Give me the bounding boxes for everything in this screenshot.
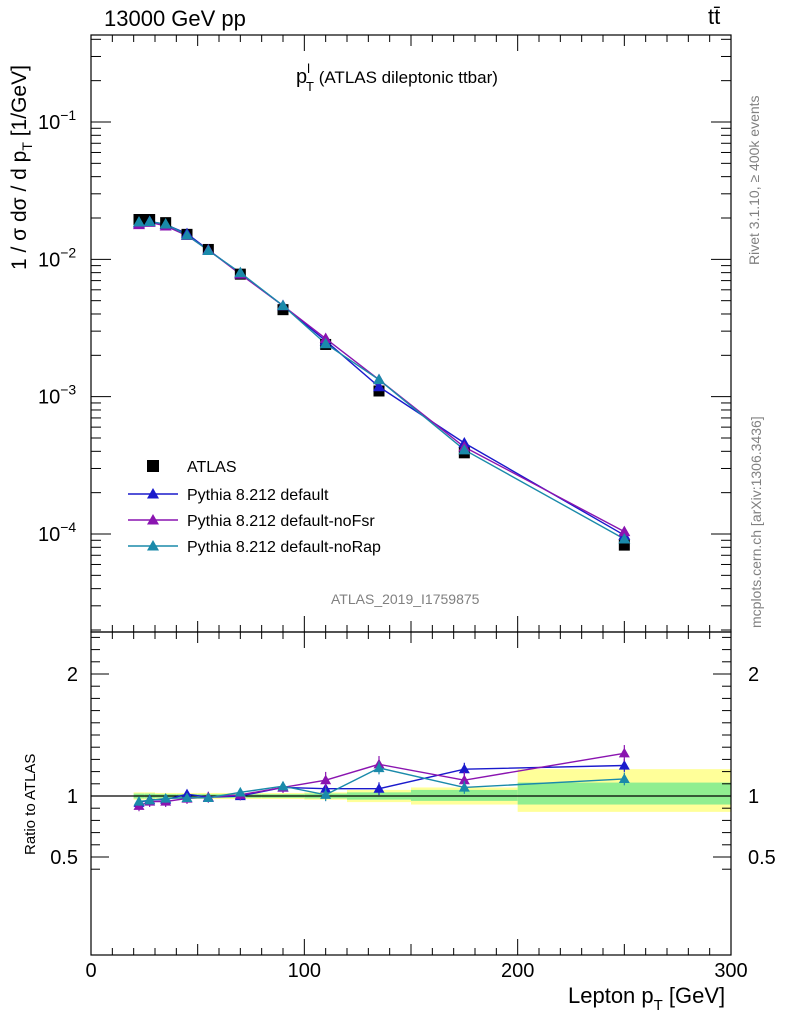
ratio-point-noRap — [133, 795, 145, 806]
ratio-point-noFsr — [320, 774, 332, 785]
ratio-point-default — [618, 760, 630, 770]
mc-point-noRap — [133, 216, 145, 227]
legend-marker-default — [147, 488, 159, 499]
mc-point-default — [373, 380, 385, 392]
ratio-point-noRap — [234, 786, 246, 797]
mc-point-noRap — [143, 215, 156, 227]
mc-point-noRap — [618, 532, 631, 544]
legend-marker-noRap — [147, 540, 159, 551]
legend-label: ATLAS — [187, 459, 237, 476]
mc-point-noRap — [319, 337, 332, 349]
title-main: p — [296, 66, 308, 88]
title-sub: T — [306, 79, 314, 94]
mc-point-noRap — [202, 244, 215, 255]
ratio-y-tick-label-right: 0.5 — [748, 847, 776, 869]
xlabel-unit: [GeV] — [662, 983, 726, 1008]
x-tick-label: 300 — [714, 960, 747, 982]
mc-point-noRap — [277, 299, 289, 311]
plot-title: plT (ATLAS dileptonic ttbar) — [296, 61, 498, 94]
axis-ticks: 10−4 10−3 10−2 10−1 0 100 200 300 0.5 0.5 1 1 2 2 — [38, 35, 776, 982]
title-rest: (ATLAS dileptonic ttbar) — [313, 68, 498, 87]
x-axis-label: Lepton pT [GeV] — [568, 983, 726, 1014]
xlabel-main: Lepton p — [568, 983, 654, 1008]
x-tick-label: 100 — [288, 960, 321, 982]
panel-frames — [90, 34, 732, 956]
ratio-y-tick-label-right: 2 — [748, 664, 759, 686]
mc-point-noRap — [181, 229, 193, 240]
analysis-id: ATLAS_2019_I1759875 — [331, 591, 480, 607]
x-tick-label: 0 — [85, 960, 96, 982]
x-tick-label: 200 — [501, 960, 534, 982]
legend-marker-atlas — [147, 460, 159, 472]
y-tick-label: 10−2 — [38, 244, 76, 271]
energy-label: 13000 GeV pp — [104, 6, 246, 31]
ratio-y-tick-label: 2 — [67, 664, 78, 686]
ratio-band-inner — [411, 789, 518, 801]
main-panel-series — [133, 214, 631, 551]
ratio-point-noFsr — [458, 774, 470, 785]
ratio-point-noRap — [144, 794, 156, 805]
data-point-atlas — [618, 539, 630, 551]
y-tick-label: 10−4 — [38, 519, 76, 546]
ratio-point-noFsr — [618, 747, 630, 758]
ratio-point-default — [458, 763, 470, 774]
legend-label: Pythia 8.212 default-noFsr — [187, 513, 375, 530]
ratio-band-inner — [517, 782, 731, 805]
y-axis-label: 1 / σ dσ / d pT [1/GeV] — [8, 65, 35, 270]
ratio-point-noRap — [458, 781, 470, 792]
mc-point-noRap — [458, 443, 471, 455]
mcplots-label: mcplots.cern.ch [arXiv:1306.3436] — [748, 416, 764, 628]
xlabel-sub: T — [653, 997, 663, 1014]
mc-line-noFsr — [138, 221, 625, 533]
title-sup: l — [307, 61, 311, 76]
ratio-panel-frame — [90, 631, 732, 956]
ratio-y-tick-label: 1 — [67, 786, 78, 808]
rivet-version-label: Rivet 3.1.10, ≥ 400k events — [746, 95, 762, 265]
y-tick-label: 10−3 — [38, 382, 76, 409]
y-tick-label: 10−1 — [38, 107, 76, 134]
mc-point-noRap — [234, 266, 247, 278]
ratio-y-tick-label-right: 1 — [748, 786, 759, 808]
ratio-point-noRap — [618, 773, 630, 784]
ratio-point-noRap — [320, 789, 332, 799]
ratio-point-noRap — [373, 762, 385, 773]
ratio-point-noRap — [181, 792, 193, 802]
ratio-y-tick-label: 0.5 — [50, 847, 78, 869]
ylabel-main: 1 / σ dσ / d p — [8, 150, 31, 270]
ratio-point-noRap — [202, 792, 214, 802]
mc-point-noRap — [373, 373, 385, 385]
ylabel-sub: T — [19, 142, 35, 151]
ratio-point-default — [373, 783, 385, 793]
legend-label: Pythia 8.212 default-noRap — [187, 539, 381, 556]
ratio-panel-series — [133, 745, 630, 812]
process-label: tt̄ — [708, 4, 721, 29]
legend-marker-noFsr — [147, 514, 159, 525]
ylabel-unit: [1/GeV] — [8, 65, 31, 143]
ratio-axis-label: Ratio to ATLAS — [22, 753, 39, 855]
legend: ATLAS Pythia 8.212 default Pythia 8.212 de… — [128, 459, 381, 556]
mc-point-noFsr — [618, 525, 631, 537]
ratio-point-noRap — [277, 780, 289, 791]
ratio-point-noRap — [160, 792, 172, 803]
mc-point-noRap — [159, 217, 172, 229]
legend-label: Pythia 8.212 default — [187, 487, 329, 504]
